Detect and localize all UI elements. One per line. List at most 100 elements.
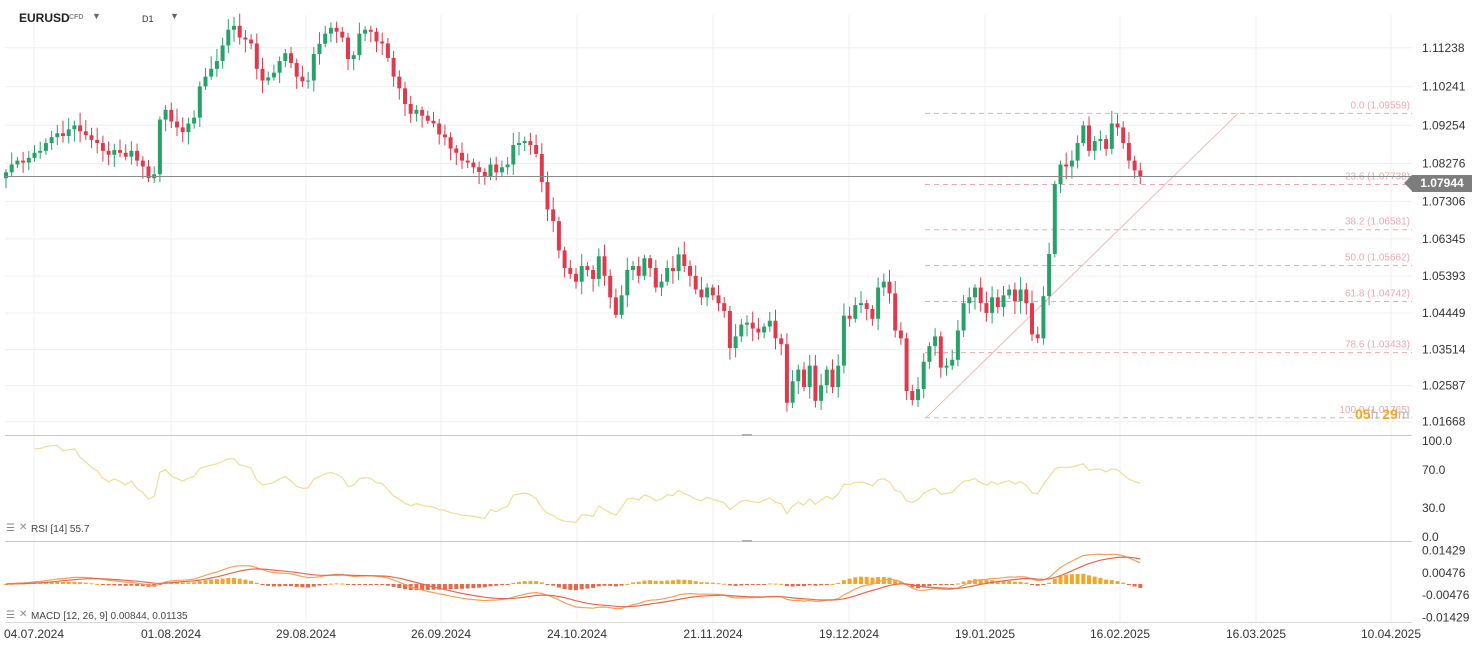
- candle-body: [1064, 164, 1069, 167]
- candle-body: [323, 33, 328, 44]
- price-axis[interactable]: 1.11238 1.10241 1.09254 1.08276 1.07306 1.063…: [1422, 41, 1466, 429]
- candle-countdown: 05h 29m: [1355, 406, 1410, 422]
- candle-body: [425, 115, 430, 121]
- candle-body: [437, 123, 442, 135]
- candle-body: [670, 268, 675, 272]
- candle-body: [328, 27, 333, 34]
- candle-body: [249, 39, 254, 44]
- symbol-dropdown-icon[interactable]: ▼: [92, 11, 101, 21]
- macd-legend: MACD [12, 26, 9] 0.00844, 0.01135: [31, 611, 188, 622]
- macd-histogram-bar: [967, 580, 972, 584]
- macd-histogram-bar: [1126, 584, 1131, 585]
- macd-histogram-bar: [596, 584, 601, 587]
- macd-histogram-bar: [517, 581, 521, 584]
- candle-body: [197, 86, 202, 118]
- macd-histogram-bar: [676, 579, 681, 584]
- candle-body: [733, 336, 738, 349]
- macd-histogram-bar: [819, 584, 824, 586]
- candle-body: [123, 152, 128, 157]
- candle-body: [710, 287, 715, 296]
- candle-body: [796, 369, 801, 382]
- candle-body: [78, 125, 83, 132]
- candle-body: [1058, 164, 1063, 185]
- candle-body: [1024, 289, 1029, 304]
- candle-body: [955, 330, 960, 360]
- macd-histogram-bar: [574, 584, 578, 591]
- macd-histogram-bar: [836, 582, 841, 584]
- macd-histogram-bar: [197, 581, 202, 584]
- candle-body: [636, 266, 641, 276]
- macd-histogram-bar: [779, 583, 784, 585]
- macd-histogram-bar: [619, 584, 624, 586]
- macd-settings-icon[interactable]: ☰: [6, 610, 15, 621]
- macd-histogram-bar: [1047, 582, 1052, 584]
- candle-body: [933, 336, 938, 347]
- candle-body: [859, 303, 863, 306]
- candle-body: [9, 164, 14, 173]
- countdown-hours-unit: h: [1370, 406, 1379, 422]
- candle-body: [118, 150, 122, 153]
- candle-body: [659, 281, 664, 288]
- rsi-current-value: 55.7: [69, 524, 90, 535]
- candle-body: [551, 209, 556, 222]
- macd-histogram-bar: [693, 581, 698, 584]
- macd-histogram-bar: [705, 582, 710, 584]
- candle-body: [585, 266, 590, 270]
- macd-close-icon[interactable]: ✕: [19, 609, 28, 620]
- macd-histogram-bar: [306, 584, 311, 588]
- candle-body: [1132, 160, 1137, 171]
- macd-histogram-bar: [442, 584, 447, 590]
- candle-body: [750, 322, 755, 329]
- macd-histogram-bar: [1075, 573, 1080, 584]
- candle-body: [995, 297, 1000, 308]
- date-tick-label: 24.10.2024: [547, 627, 607, 641]
- rsi-close-icon[interactable]: ✕: [19, 522, 28, 533]
- time-axis[interactable]: 04.07.2024 01.08.2024 29.08.2024 26.09.2024…: [4, 627, 1421, 641]
- rsi-tick-label: 100.0: [1422, 434, 1452, 448]
- panel-dividers[interactable]: [5, 434, 1412, 623]
- candle-body: [49, 137, 54, 144]
- fibonacci-trend-line: [925, 113, 1239, 419]
- candle-body: [374, 31, 379, 42]
- candle-body: [477, 167, 482, 172]
- macd-histogram-bar: [471, 584, 476, 589]
- candle-body: [420, 109, 425, 116]
- candle-body: [864, 303, 869, 310]
- timeframe-dropdown-icon[interactable]: ▼: [170, 11, 179, 21]
- macd-histogram-bar: [283, 584, 288, 586]
- candle-body: [790, 381, 795, 403]
- candle-body: [676, 254, 681, 272]
- trend-line: [925, 113, 1239, 419]
- candle-body: [1098, 139, 1103, 142]
- macd-histogram-bar: [898, 581, 903, 584]
- candle-body: [819, 385, 824, 401]
- candle-body: [910, 391, 915, 401]
- macd-histogram-bar: [739, 584, 744, 586]
- candle-body: [841, 315, 846, 366]
- candle-body: [55, 133, 60, 138]
- macd-histogram-bar: [551, 584, 556, 586]
- macd-histogram-bar: [762, 584, 767, 585]
- symbol-name[interactable]: EURUSD: [19, 11, 70, 25]
- macd-histogram-bar: [568, 584, 573, 590]
- macd-histogram-bar: [887, 577, 892, 584]
- macd-histogram-bar: [722, 583, 727, 585]
- candle-body: [619, 295, 624, 315]
- macd-histogram-bar: [43, 582, 48, 584]
- macd-histogram-bar: [648, 580, 653, 584]
- candle-body: [32, 152, 37, 158]
- macd-histogram-bar: [807, 584, 812, 586]
- candle-body: [334, 27, 339, 32]
- macd-histogram-bar: [653, 580, 658, 584]
- macd-line: [5, 553, 1141, 610]
- macd-histogram-bar: [95, 583, 100, 585]
- candle-body: [294, 62, 299, 77]
- fib-level-label: 0.0 (1.09559): [1351, 100, 1411, 111]
- macd-histogram-bar: [180, 582, 185, 584]
- rsi-settings-icon[interactable]: ☰: [6, 523, 15, 534]
- candle-body: [539, 153, 544, 183]
- macd-histogram-bar: [745, 584, 749, 585]
- timeframe-selector[interactable]: D1: [142, 14, 154, 24]
- macd-histogram-bar: [38, 582, 43, 584]
